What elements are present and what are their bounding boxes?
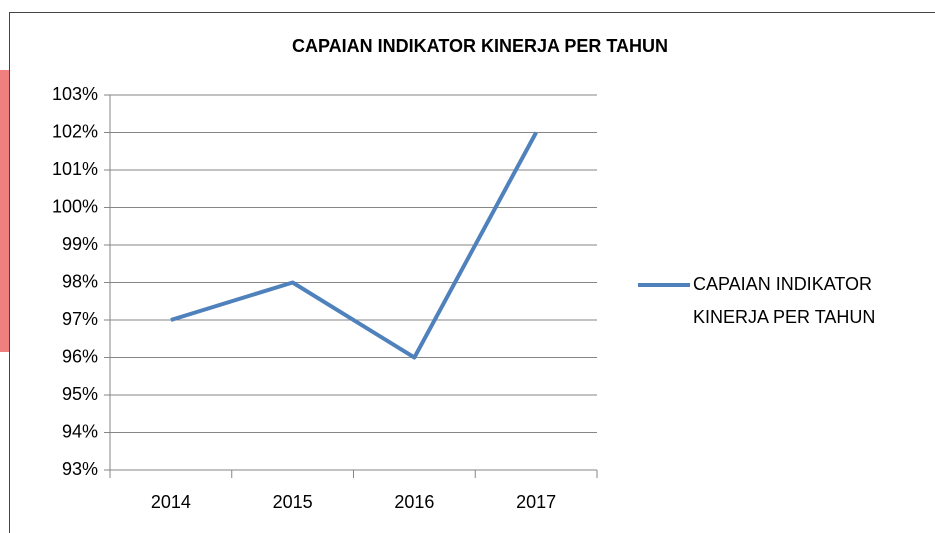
y-tick-label: 98%	[62, 271, 98, 291]
x-tick-label: 2016	[394, 492, 434, 512]
y-tick-label: 100%	[52, 196, 98, 216]
x-tick-label: 2015	[273, 492, 313, 512]
data-line	[170, 131, 538, 360]
y-tick-label: 97%	[62, 309, 98, 329]
y-tick-label: 103%	[52, 84, 98, 104]
side-decoration	[0, 70, 9, 352]
y-tick-label: 96%	[62, 346, 98, 366]
legend-box: CAPAIAN INDIKATOR KINERJA PER TAHUN	[693, 274, 876, 327]
y-tick-label: 102%	[52, 121, 98, 141]
x-tick-label: 2017	[516, 492, 556, 512]
y-tick-label: 93%	[62, 459, 98, 479]
y-tick-label: 94%	[62, 421, 98, 441]
legend-label: CAPAIAN INDIKATOR KINERJA PER TAHUN	[693, 274, 876, 327]
y-tick-label: 101%	[52, 159, 98, 179]
y-tick-label: 99%	[62, 234, 98, 254]
x-tick-label: 2014	[151, 492, 191, 512]
chart-title: CAPAIAN INDIKATOR KINERJA PER TAHUN	[292, 36, 668, 56]
y-tick-label: 95%	[62, 384, 98, 404]
